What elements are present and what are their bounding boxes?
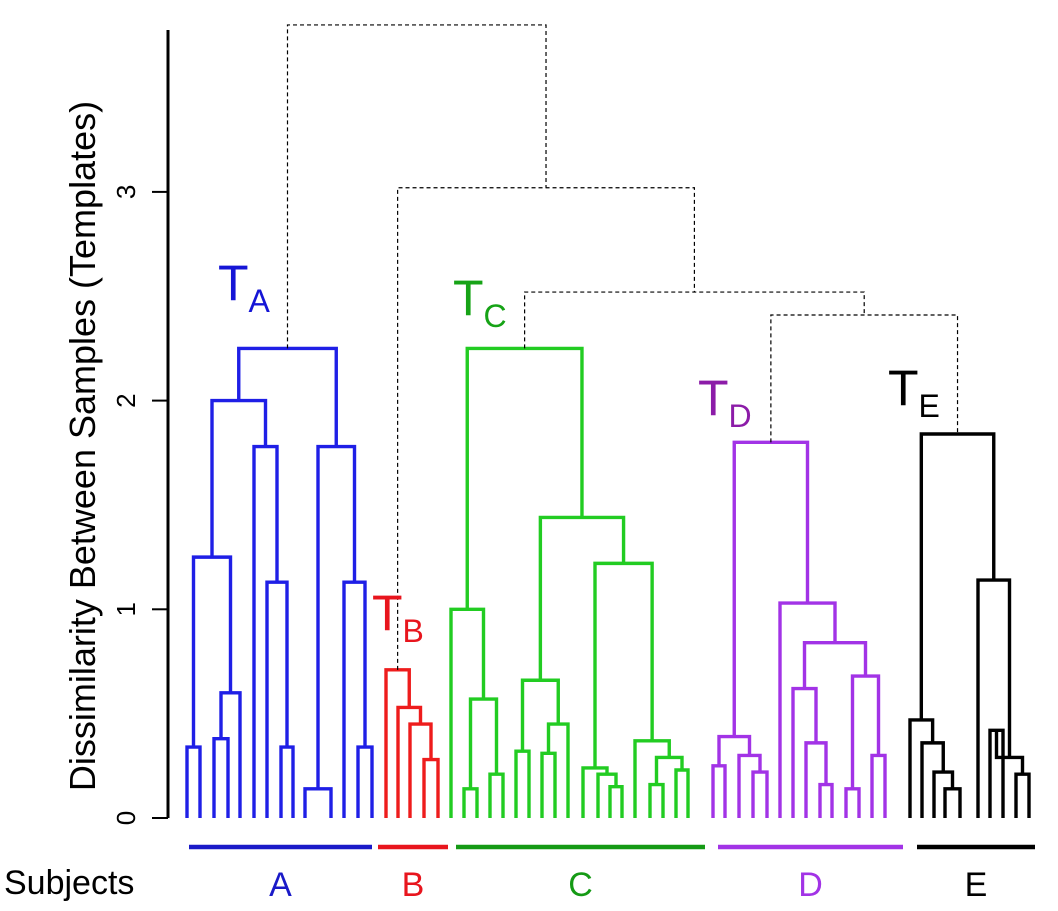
branch-d-45 [802,640,868,689]
branch-c-26 [596,772,618,818]
branch-c-32 [593,561,654,768]
branch-d-35 [711,764,727,818]
branch-d-42 [844,787,861,818]
branch-a-11 [316,444,357,789]
merge-b-cde [397,187,696,670]
template-subscript: B [403,613,424,649]
branch-a-12 [237,346,338,447]
branch-c-18 [488,772,505,818]
branch-c-17 [462,787,479,818]
branch-d-37 [737,753,762,818]
branch-c-25 [608,784,624,818]
branch-e-48 [943,787,962,818]
template-letter: T [218,255,249,311]
merge-a-bcde [286,24,547,349]
template-label-c: TC [453,270,507,334]
branch-c-21 [514,749,531,818]
template-label-b: TB [372,585,424,649]
branch-e-49 [932,770,955,818]
subject-labels: A B C D E [269,866,987,904]
branch-d-43 [870,753,887,818]
branch-d-38 [717,734,752,766]
branch-a-5 [265,580,289,818]
branch-c-28 [648,782,665,818]
subject-label-a: A [269,866,292,904]
branch-d-47 [732,440,810,737]
merge-c-de [524,291,865,349]
branch-e-53 [1014,772,1031,818]
template-label-d: TD [698,370,752,434]
branch-a-9 [356,745,374,818]
branch-a-3 [191,555,233,748]
branch-a-2 [219,691,242,818]
subject-label-d: D [798,866,823,904]
template-letter: T [888,360,919,416]
template-label-e: TE [888,360,940,424]
subject-label-e: E [965,866,988,904]
dendrogram-branches [185,24,1031,818]
branch-c-20 [449,607,486,818]
branch-c-22 [540,751,557,818]
template-subscript: D [729,398,752,434]
branch-c-33 [538,515,626,681]
subject-label-b: B [402,866,425,904]
y-tick-label: 2 [111,393,141,407]
template-letter: T [453,270,484,326]
branch-d-40 [804,741,828,818]
branch-a-0 [185,745,202,818]
y-tick-label: 3 [111,185,141,199]
branch-a-7 [210,398,268,558]
y-tick-label: 1 [111,602,141,616]
template-letter: T [698,370,729,426]
branch-b-14 [408,722,433,818]
template-label-a: TA [218,255,271,319]
merge-d-e [770,314,959,443]
branch-a-1 [212,736,230,818]
y-axis-ticks: 0 1 2 3 [111,185,168,825]
branch-d-36 [751,770,769,818]
template-subscript: C [484,298,507,334]
branch-a-8 [303,787,333,818]
template-letter: T [372,585,403,641]
branch-c-24 [520,678,560,752]
branch-c-29 [674,768,690,818]
subject-label-c: C [568,866,593,904]
branch-d-44 [850,674,881,789]
template-subscript: A [249,283,271,319]
y-tick-label: 0 [111,811,141,825]
branch-a-4 [279,745,295,818]
branch-c-23 [546,722,570,818]
subjects-axis-label: Subjects [4,864,134,902]
branch-e-56 [919,432,996,720]
y-axis-label: Dissimilarity Between Samples (Templates… [62,101,103,791]
branch-d-39 [818,782,834,818]
branch-b-13 [422,757,440,818]
template-subscript: E [919,388,940,424]
branch-a-10 [342,580,367,818]
branch-e-55 [976,578,1012,818]
branch-c-34 [465,346,584,610]
